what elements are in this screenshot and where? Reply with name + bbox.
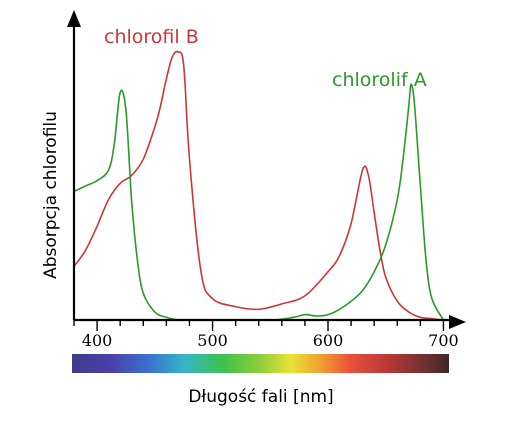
- x-axis-label: Długość fali [nm]: [188, 387, 333, 407]
- x-tick-label: 500: [197, 331, 228, 350]
- x-axis-ticks: 400 500 600 700: [73, 320, 459, 350]
- y-axis-label: Absorpcja chlorofilu: [41, 111, 61, 279]
- legend-label-chlorophyll-a: chlorolif A: [332, 69, 427, 91]
- x-tick-label: 400: [82, 331, 113, 350]
- y-axis-arrow: [67, 10, 81, 27]
- legend-label-chlorophyll-b: chlorofil B: [104, 26, 199, 48]
- chlorophyll-a-curve: [73, 83, 445, 321]
- x-tick-label: 600: [313, 331, 344, 350]
- visible-spectrum-bar: [72, 354, 449, 373]
- chlorophyll-b-curve: [73, 50, 445, 321]
- x-tick-label: 700: [428, 331, 459, 350]
- x-axis-arrow: [449, 315, 466, 329]
